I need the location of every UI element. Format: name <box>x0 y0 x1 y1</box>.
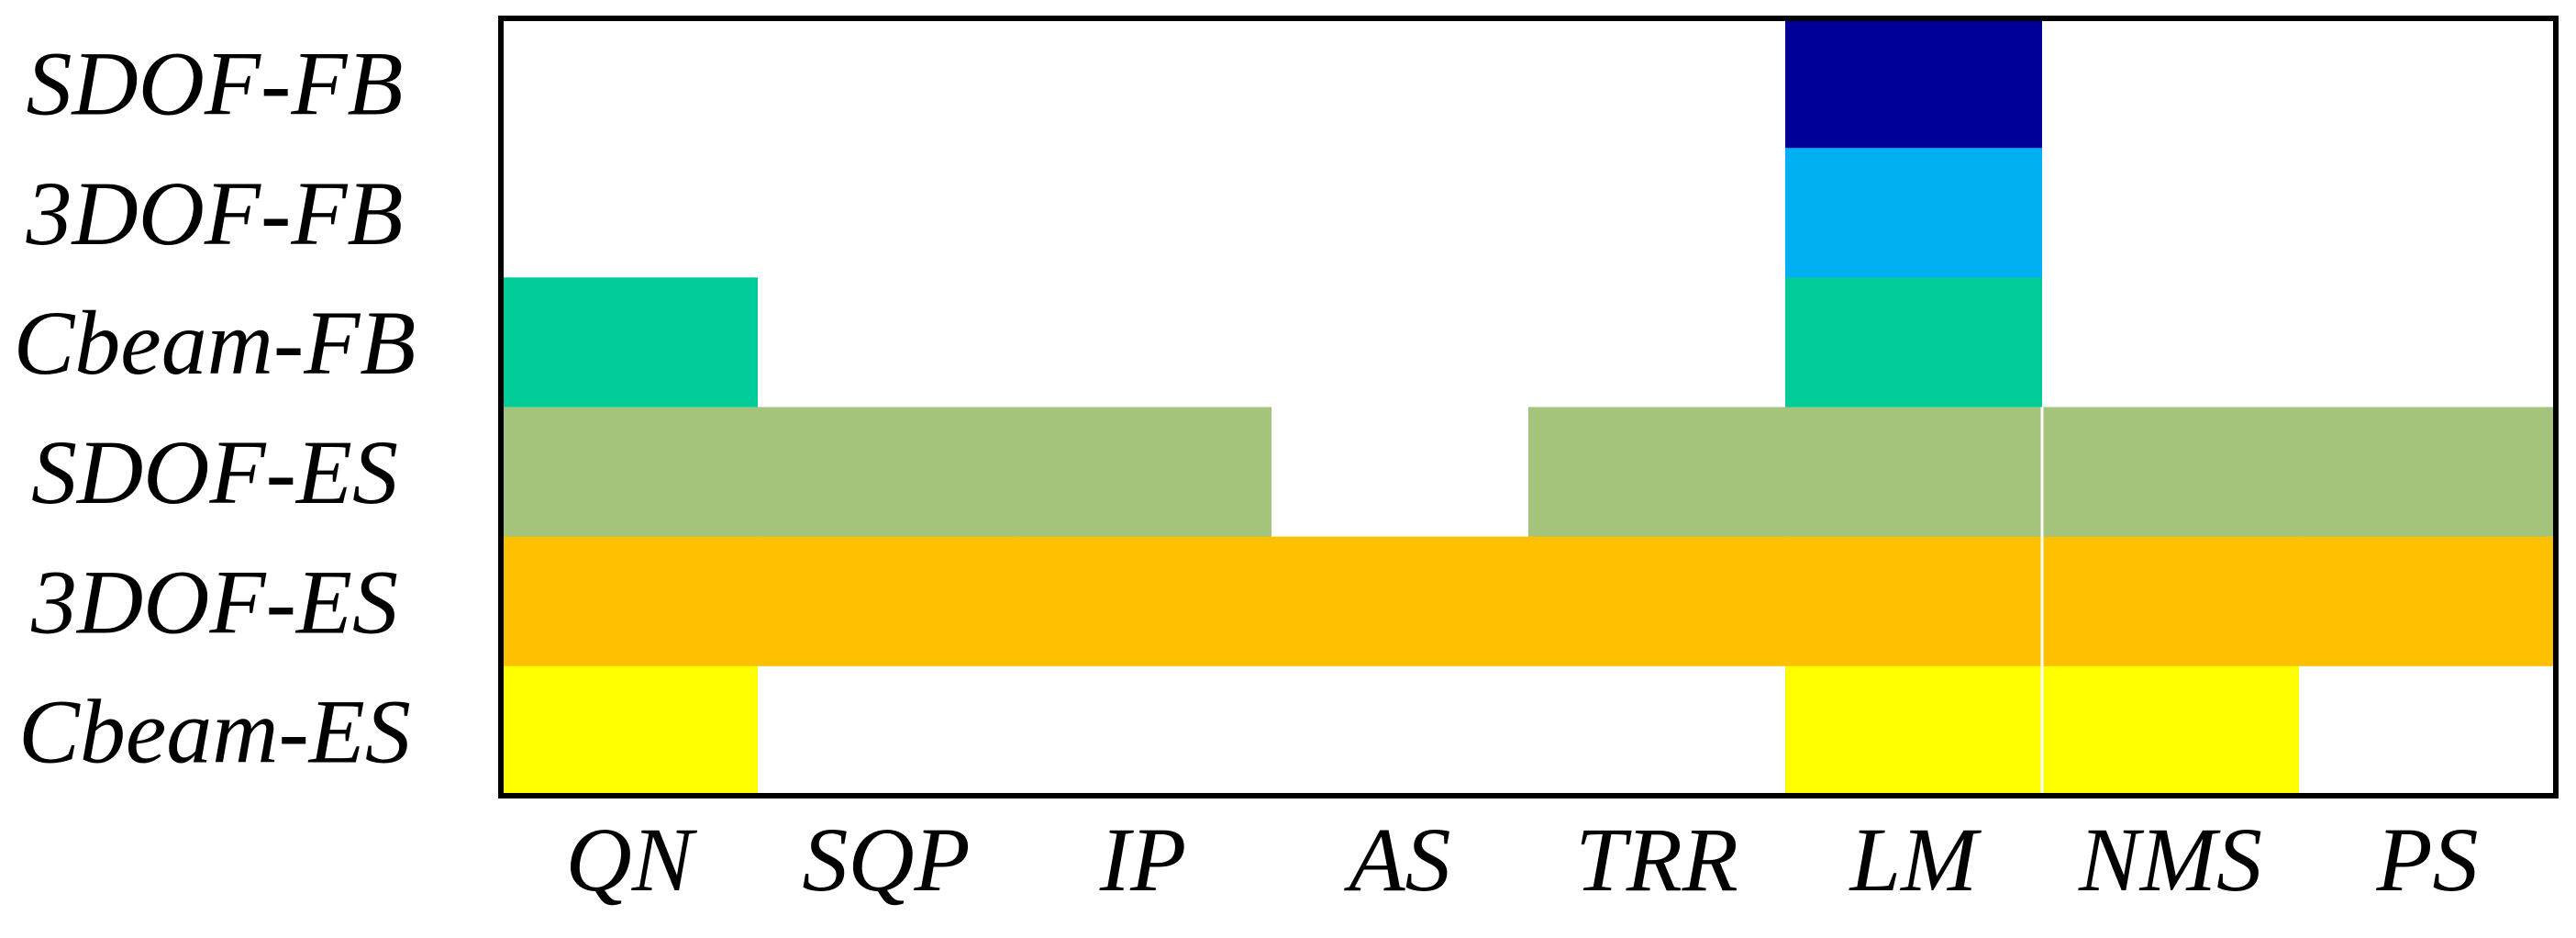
cell-3dof-es-ps <box>2299 536 2557 667</box>
cell-sdof-fb-lm <box>1785 18 2043 149</box>
cell-3dof-es-ip <box>1015 536 1272 667</box>
cell-3dof-fb-sqp <box>758 148 1016 278</box>
cell-3dof-fb-as <box>1271 148 1529 278</box>
cell-sdof-fb-as <box>1271 18 1529 149</box>
y-tick-label-cbeam-es: Cbeam-ES <box>18 680 411 782</box>
x-tick-label-lm: LM <box>1849 809 1982 910</box>
plot-frame <box>498 16 2559 798</box>
y-tick-labels: SDOF-FB 3DOF-FB Cbeam-FB SDOF-ES 3DOF-ES Cbea… <box>14 33 416 783</box>
cell-3dof-es-trr <box>1528 536 1786 667</box>
cell-3dof-es-as <box>1271 536 1529 667</box>
cell-3dof-fb-qn <box>501 148 759 278</box>
cell-cbeam-fb-lm <box>1785 277 2043 408</box>
cell-sdof-es-lm <box>1785 407 2043 538</box>
cell-cbeam-es-sqp <box>758 665 1016 797</box>
x-tick-label-trr: TRR <box>1575 809 1738 910</box>
cell-cbeam-es-ps <box>2299 665 2557 797</box>
cell-cbeam-fb-nms <box>2042 277 2300 408</box>
x-tick-label-sqp: SQP <box>802 809 970 910</box>
cell-sdof-es-qn <box>501 407 759 538</box>
cell-cbeam-es-nms <box>2042 665 2300 797</box>
cell-3dof-es-sqp <box>758 536 1016 667</box>
cell-3dof-es-qn <box>501 536 759 667</box>
cell-cbeam-es-as <box>1271 665 1529 797</box>
cell-sdof-fb-ps <box>2299 18 2557 149</box>
cell-cbeam-es-trr <box>1528 665 1786 797</box>
cell-3dof-fb-lm <box>1785 148 2043 278</box>
cell-cbeam-fb-sqp <box>758 277 1016 408</box>
cell-cbeam-es-lm <box>1785 665 2043 797</box>
cell-sdof-fb-sqp <box>758 18 1016 149</box>
cell-3dof-fb-ip <box>1015 148 1272 278</box>
cell-sdof-es-ps <box>2299 407 2557 538</box>
cell-3dof-es-nms <box>2042 536 2300 667</box>
cell-cbeam-es-qn <box>501 665 759 797</box>
cell-3dof-fb-nms <box>2042 148 2300 278</box>
cell-sdof-es-sqp <box>758 407 1016 538</box>
y-tick-label-3dof-es: 3DOF-ES <box>30 551 398 653</box>
x-tick-label-nms: NMS <box>2078 809 2262 910</box>
x-tick-label-ps: PS <box>2375 809 2478 910</box>
y-tick-label-3dof-fb: 3DOF-FB <box>26 162 404 264</box>
cell-sdof-fb-trr <box>1528 18 1786 149</box>
cell-sdof-es-as <box>1271 407 1529 538</box>
x-tick-label-as: AS <box>1343 809 1450 910</box>
cell-sdof-es-ip <box>1015 407 1272 538</box>
cell-sdof-es-nms <box>2042 407 2300 538</box>
cell-sdof-fb-nms <box>2042 18 2300 149</box>
y-tick-label-sdof-fb: SDOF-FB <box>27 33 404 135</box>
x-tick-label-qn: QN <box>566 809 698 910</box>
cell-sdof-fb-qn <box>501 18 759 149</box>
x-tick-labels: QN SQP IP AS TRR LM NMS PS <box>566 809 2479 910</box>
cell-sdof-es-trr <box>1528 407 1786 538</box>
y-tick-label-cbeam-fb: Cbeam-FB <box>14 292 416 394</box>
cell-3dof-es-lm <box>1785 536 2043 667</box>
cell-sdof-fb-ip <box>1015 18 1272 149</box>
x-tick-label-ip: IP <box>1099 809 1186 910</box>
cell-cbeam-fb-qn <box>501 277 759 408</box>
cells-layer <box>501 18 2557 797</box>
cell-3dof-fb-trr <box>1528 148 1786 278</box>
cell-cbeam-fb-as <box>1271 277 1529 408</box>
cell-cbeam-fb-ip <box>1015 277 1272 408</box>
cell-cbeam-es-ip <box>1015 665 1272 797</box>
cell-3dof-fb-ps <box>2299 148 2557 278</box>
cell-cbeam-fb-trr <box>1528 277 1786 408</box>
y-tick-label-sdof-es: SDOF-ES <box>31 421 398 523</box>
cell-cbeam-fb-ps <box>2299 277 2557 408</box>
